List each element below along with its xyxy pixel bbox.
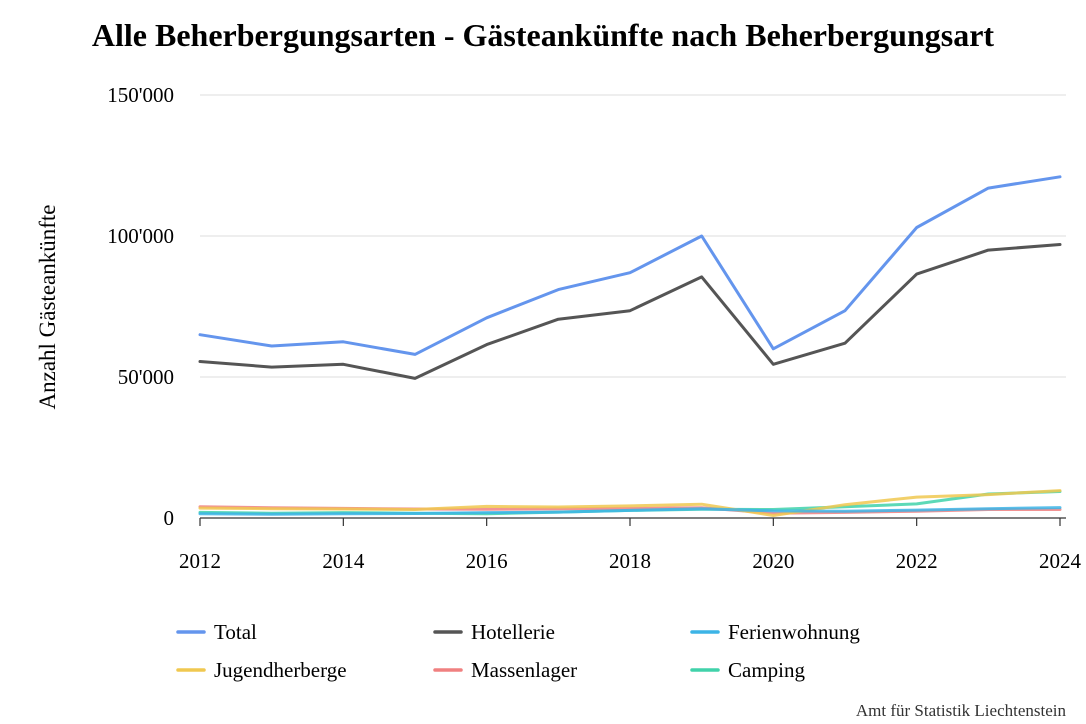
y-tick-label: 150'000 — [107, 83, 174, 107]
x-tick-label: 2024 — [1039, 549, 1082, 573]
series-line-jugendherberge[interactable] — [198, 489, 1062, 517]
y-axis-label: Anzahl Gästeankünfte — [35, 204, 60, 409]
legend-label: Total — [214, 620, 257, 644]
legend-label: Camping — [728, 658, 805, 682]
legend-label: Jugendherberge — [214, 658, 347, 682]
legend-item-jugendherberge[interactable]: Jugendherberge — [176, 658, 347, 682]
x-tick-label: 2022 — [896, 549, 938, 573]
series-line-ferienwohnung[interactable] — [198, 506, 1062, 516]
x-tick-label: 2014 — [322, 549, 365, 573]
y-tick-labels: 0 50'000 100'000 150'000 — [107, 83, 174, 530]
legend-item-hotellerie[interactable]: Hotellerie — [433, 620, 555, 644]
x-tick-label: 2012 — [179, 549, 221, 573]
legend[interactable]: Total Hotellerie Ferienwohnung Jugendherber… — [176, 620, 860, 682]
series-line-total[interactable] — [198, 175, 1062, 356]
legend-item-massenlager[interactable]: Massenlager — [433, 658, 577, 682]
legend-label: Massenlager — [471, 658, 577, 682]
gridlines — [200, 94, 1066, 378]
y-tick-label: 100'000 — [107, 224, 174, 248]
y-tick-label: 50'000 — [118, 365, 174, 389]
source-credit: Amt für Statistik Liechtenstein — [856, 701, 1067, 720]
x-tick-labels: 2012 2014 2016 2018 2020 2022 2024 — [179, 518, 1082, 573]
series-line-hotellerie[interactable] — [198, 243, 1062, 380]
y-tick-label: 0 — [164, 506, 175, 530]
legend-label: Ferienwohnung — [728, 620, 860, 644]
series-lines — [198, 175, 1062, 517]
legend-item-camping[interactable]: Camping — [690, 658, 805, 682]
x-tick-label: 2020 — [752, 549, 794, 573]
legend-label: Hotellerie — [471, 620, 555, 644]
chart-title: Alle Beherbergungsarten - Gästeankünfte … — [92, 17, 995, 53]
legend-item-total[interactable]: Total — [176, 620, 257, 644]
x-tick-label: 2016 — [466, 549, 508, 573]
x-tick-label: 2018 — [609, 549, 651, 573]
legend-item-ferienwohnung[interactable]: Ferienwohnung — [690, 620, 860, 644]
